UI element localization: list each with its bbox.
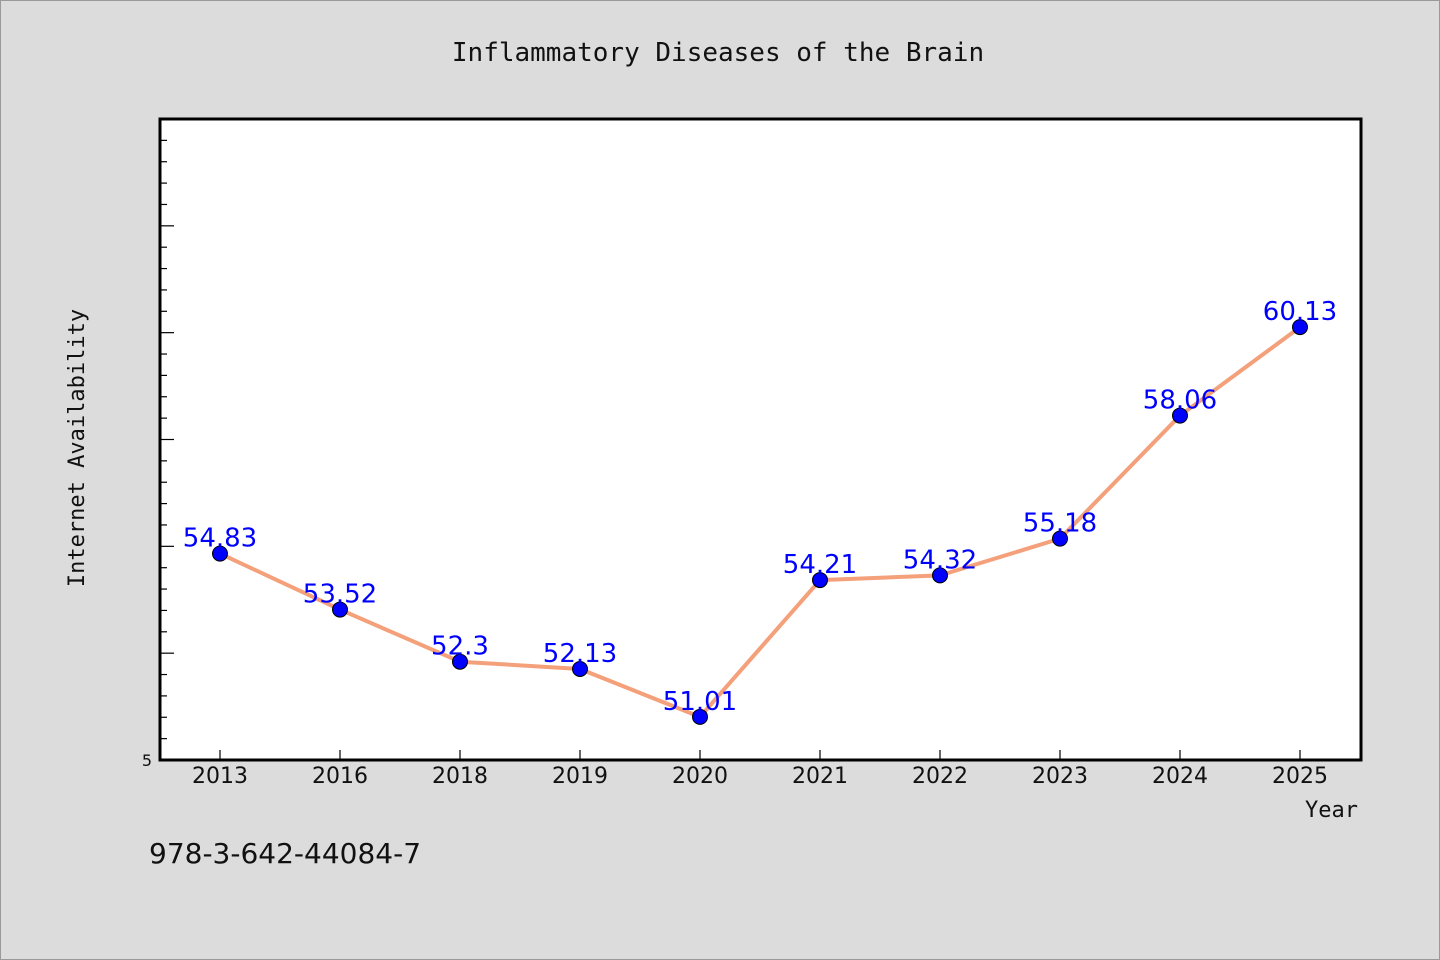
data-value-label: 54.32 xyxy=(903,545,977,575)
x-tick-label: 2023 xyxy=(1032,764,1088,789)
data-value-label: 55.18 xyxy=(1023,509,1097,539)
x-tick-label: 2025 xyxy=(1272,764,1328,789)
x-tick-label: 2024 xyxy=(1152,764,1208,789)
data-value-label: 52.3 xyxy=(431,632,489,662)
data-point-marker xyxy=(1292,319,1308,336)
isbn-text: 978-3-642-44084-7 xyxy=(149,837,421,870)
x-tick-label: 2021 xyxy=(792,764,848,789)
data-point-marker xyxy=(692,708,708,725)
plot-area xyxy=(158,117,1363,762)
data-point-marker xyxy=(932,567,948,584)
data-value-label: 54.83 xyxy=(183,524,257,554)
x-tick-label: 2019 xyxy=(552,764,608,789)
data-point-marker xyxy=(212,545,228,562)
y-axis-ticks xyxy=(160,139,174,740)
x-tick-label: 2022 xyxy=(912,764,968,789)
x-tick-label: 2020 xyxy=(672,764,728,789)
data-point-marker xyxy=(572,660,588,677)
x-tick-label: 2013 xyxy=(192,764,248,789)
x-axis-tick-labels: 2013 2016 2018 2019 2020 2021 2022 2023 2024 2025 xyxy=(192,764,1328,789)
series-line xyxy=(218,325,1302,719)
data-point-marker xyxy=(1172,407,1188,424)
x-tick-label: 2016 xyxy=(312,764,368,789)
y-axis-tick-labels: 5 xyxy=(142,751,152,770)
data-value-label: 60.13 xyxy=(1263,297,1337,327)
data-value-label: 54.21 xyxy=(783,550,857,580)
data-point-marker xyxy=(1052,530,1068,547)
series-line-group xyxy=(218,325,1302,719)
data-label-group: 54.83 53.52 52.3 52.13 51.01 54.21 54.32 55.18 5… xyxy=(183,297,1337,717)
marker-group xyxy=(212,319,1308,725)
x-axis-label: Year xyxy=(1305,798,1358,823)
data-value-label: 53.52 xyxy=(303,580,377,610)
y-axis-label: Internet Availability xyxy=(65,309,90,587)
data-point-marker xyxy=(812,572,828,589)
x-tick-label: 2018 xyxy=(432,764,488,789)
data-value-label: 52.13 xyxy=(543,639,617,669)
x-axis-ticks xyxy=(219,750,1301,760)
y-tick-label: 5 xyxy=(142,751,152,770)
data-point-marker xyxy=(332,601,348,618)
data-value-label: 58.06 xyxy=(1143,386,1217,416)
data-point-marker xyxy=(452,653,468,670)
chart-title: Inflammatory Diseases of the Brain xyxy=(452,38,984,68)
data-value-label: 51.01 xyxy=(663,687,737,717)
